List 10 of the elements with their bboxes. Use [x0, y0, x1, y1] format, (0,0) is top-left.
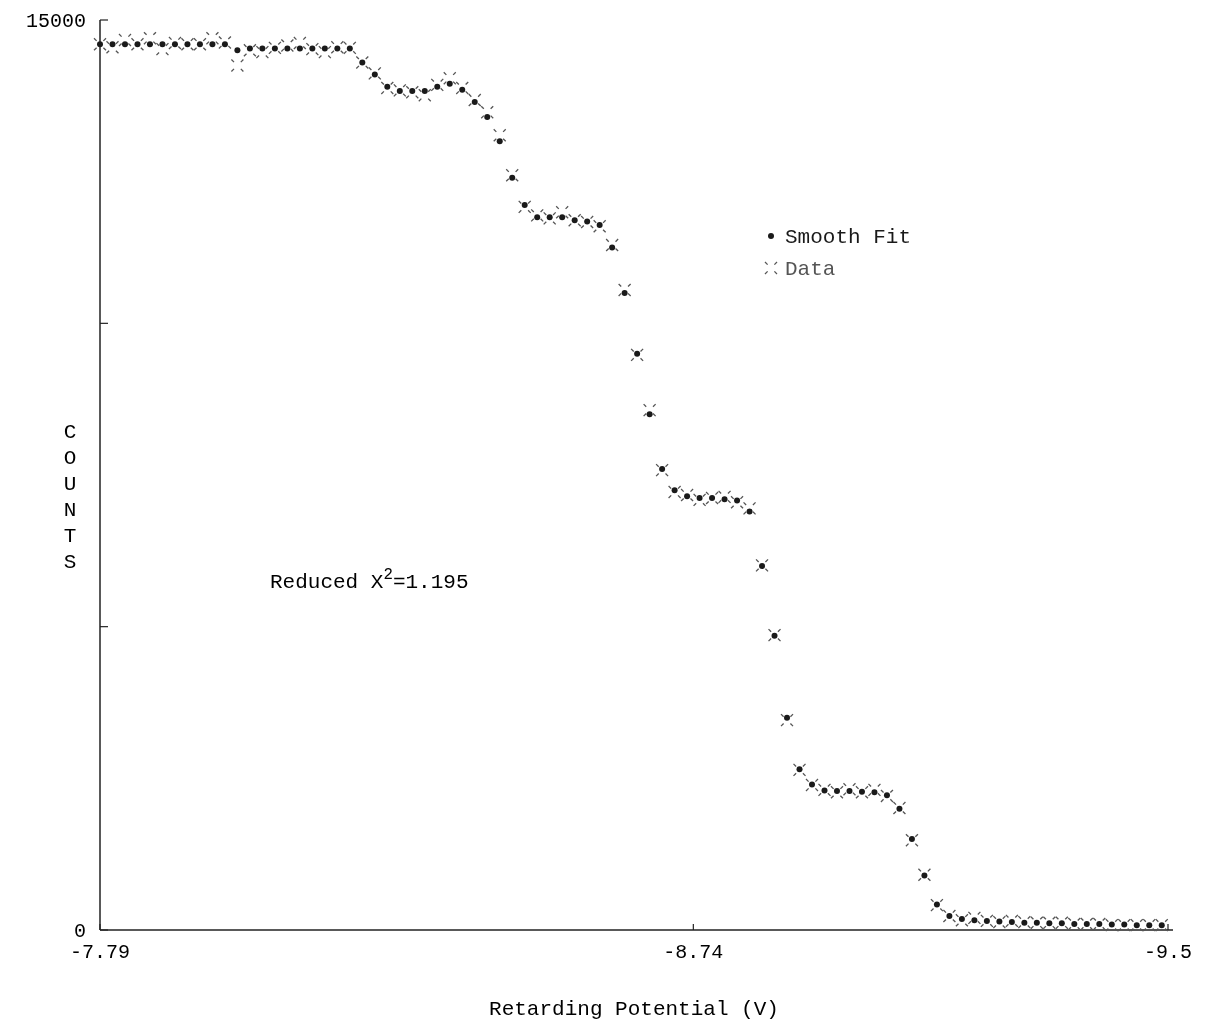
y-tick-label: 15000 — [25, 10, 86, 33]
legend-label: Smooth Fit — [785, 226, 912, 249]
y-tick-label: 0 — [73, 920, 86, 943]
x-tick-label: -7.79 — [69, 941, 131, 964]
x-tick-label: -9.5 — [1143, 941, 1193, 964]
legend-label: Data — [785, 258, 836, 281]
x-tick-label: -8.74 — [663, 941, 724, 964]
x-axis-title: Retarding Potential (V) — [489, 998, 779, 1021]
y-axis-title: COUNTS — [63, 421, 77, 574]
annotation: Reduced X$^{2}$=1.195 — [270, 566, 469, 594]
